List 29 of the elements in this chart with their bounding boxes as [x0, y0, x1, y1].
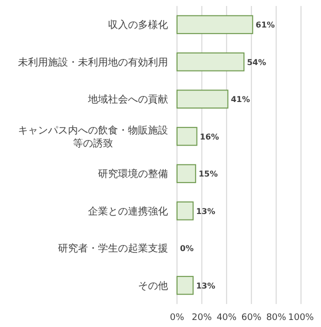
y-tick-label: 収入の多様化 — [108, 19, 168, 32]
x-tick-label: 100% — [288, 313, 314, 323]
data-label: 54% — [246, 58, 266, 67]
x-tick-label: 40% — [216, 313, 238, 323]
data-label: 0% — [180, 244, 194, 254]
bar — [176, 90, 228, 109]
y-tick-label: 未利用施設・未利用地の有効利用 — [18, 56, 168, 68]
x-tick-label: 80% — [266, 313, 287, 323]
y-tick-label: その他 — [138, 280, 168, 292]
data-label: 16% — [200, 132, 219, 142]
x-tick-label: 20% — [192, 313, 212, 323]
bar — [176, 15, 254, 34]
bar — [176, 52, 244, 72]
y-tick-label: 研究環境の整備 — [98, 168, 168, 180]
data-label: 13% — [196, 206, 216, 216]
bar — [176, 276, 194, 295]
data-label: 41% — [230, 95, 250, 104]
data-label: 15% — [198, 170, 218, 179]
data-label: 13% — [196, 281, 216, 290]
bar — [176, 201, 194, 220]
y-tick-label: 研究者・学生の起業支援 — [58, 242, 168, 255]
y-tick-label: キャンパス内への飲食・物販施設等の誘致 — [18, 124, 168, 150]
x-tick-label: 60% — [241, 313, 262, 323]
y-tick-label: 地域社会への貢献 — [87, 94, 168, 106]
y-tick-label: 企業との連携強化 — [88, 205, 168, 218]
data-label: 61% — [256, 20, 275, 30]
bar — [176, 164, 196, 184]
x-tick-label: 0% — [170, 313, 185, 323]
bar — [176, 126, 198, 146]
